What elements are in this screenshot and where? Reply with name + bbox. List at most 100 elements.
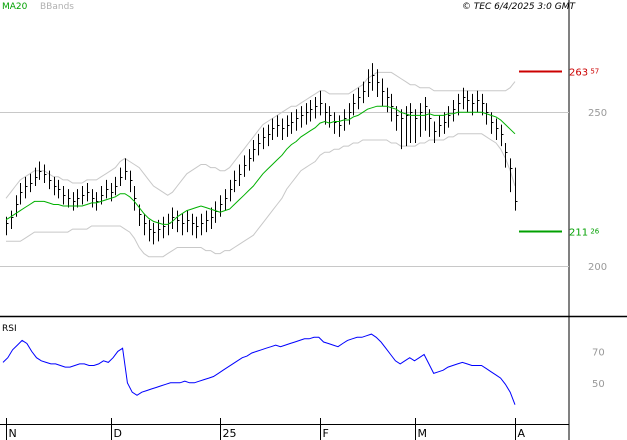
price-bar bbox=[429, 109, 432, 137]
price-bar bbox=[382, 78, 385, 107]
price-bar bbox=[277, 115, 280, 137]
price-bar bbox=[306, 103, 309, 125]
price-bar bbox=[406, 106, 409, 147]
price-bar bbox=[239, 164, 242, 187]
price-bar bbox=[453, 100, 456, 122]
price-bar bbox=[325, 103, 328, 125]
price-bar bbox=[58, 179, 61, 199]
price-bar bbox=[372, 63, 375, 91]
price-bar bbox=[258, 133, 261, 156]
price-bar bbox=[377, 69, 380, 97]
price-bar bbox=[149, 219, 152, 242]
price-bar bbox=[358, 87, 361, 110]
price-bar bbox=[96, 192, 99, 211]
price-bar bbox=[196, 216, 199, 239]
price-tick-label: 250 bbox=[588, 108, 607, 119]
x-tick-label: M bbox=[418, 427, 428, 440]
price-bar bbox=[225, 189, 228, 211]
x-tick-label: F bbox=[323, 427, 329, 440]
legend-ma20: MA20 bbox=[2, 2, 28, 12]
price-bar bbox=[420, 103, 423, 137]
bollinger-bands bbox=[5, 71, 516, 258]
price-bar bbox=[101, 186, 104, 205]
price-bar bbox=[467, 90, 470, 113]
price-tick-label: 200 bbox=[588, 262, 607, 273]
price-bar bbox=[211, 207, 214, 230]
price-bar bbox=[230, 179, 233, 202]
price-bar bbox=[111, 182, 114, 202]
price-bar bbox=[206, 210, 209, 233]
price-bar bbox=[77, 189, 80, 208]
price-bar bbox=[16, 195, 19, 217]
price-bar bbox=[291, 112, 294, 134]
price-bar bbox=[144, 213, 147, 236]
bband-upper-line bbox=[5, 71, 516, 199]
rsi-panel: 50 70 bbox=[2, 333, 605, 405]
support-label: 211 26 bbox=[569, 228, 600, 239]
price-bar bbox=[220, 195, 223, 217]
price-bar bbox=[387, 87, 390, 113]
rsi-label: RSI bbox=[2, 324, 17, 334]
price-bar bbox=[115, 176, 118, 196]
price-bar bbox=[168, 213, 171, 236]
axis-labels: 200 250 N D 25 F M A bbox=[6, 108, 607, 440]
bband-lower-line bbox=[6, 133, 516, 258]
price-bar bbox=[30, 173, 33, 193]
price-bar bbox=[253, 139, 256, 162]
price-bar bbox=[434, 121, 437, 144]
rsi-tick-label: 70 bbox=[592, 347, 605, 358]
price-bar bbox=[463, 87, 466, 110]
x-tick-label: A bbox=[518, 427, 526, 440]
price-bar bbox=[482, 93, 485, 116]
price-bar bbox=[444, 112, 447, 134]
price-bar bbox=[339, 115, 342, 137]
price-bar bbox=[301, 106, 304, 128]
price-bar bbox=[439, 115, 442, 137]
price-bar bbox=[153, 222, 156, 245]
price-bar bbox=[73, 192, 76, 211]
source-stamp: © TEC 6/4/2025 3:0 GMT bbox=[462, 2, 577, 12]
price-bar bbox=[282, 118, 285, 140]
price-bar bbox=[120, 167, 123, 187]
price-bar bbox=[263, 127, 266, 150]
price-bar bbox=[54, 176, 57, 196]
price-bar bbox=[134, 186, 137, 211]
price-bar bbox=[505, 143, 508, 168]
ma20-line-group bbox=[5, 105, 516, 225]
price-bar bbox=[82, 186, 85, 205]
price-bar bbox=[130, 170, 133, 193]
price-bar bbox=[192, 213, 195, 236]
price-bar bbox=[39, 161, 42, 180]
price-bar bbox=[401, 109, 404, 150]
price-bar bbox=[296, 109, 299, 131]
legend-bbands: BBands bbox=[40, 2, 74, 12]
x-tick-label: D bbox=[114, 427, 122, 440]
price-bar bbox=[320, 90, 323, 116]
price-bar bbox=[92, 189, 95, 208]
price-bar bbox=[425, 96, 428, 131]
price-bar bbox=[163, 216, 166, 239]
price-bar bbox=[68, 189, 71, 208]
price-bar bbox=[11, 210, 14, 230]
x-tick-label: N bbox=[9, 427, 17, 440]
price-bar bbox=[20, 182, 23, 205]
price-bar bbox=[106, 179, 109, 199]
price-bar bbox=[272, 118, 275, 140]
price-bar bbox=[63, 186, 66, 205]
price-bar bbox=[215, 201, 218, 223]
price-bar bbox=[49, 170, 52, 190]
support-label-dec: 26 bbox=[588, 228, 600, 236]
price-bar bbox=[458, 93, 461, 116]
rsi-line bbox=[2, 333, 516, 405]
price-bar bbox=[44, 164, 47, 183]
price-bar bbox=[515, 167, 518, 211]
support-label-int: 211 bbox=[569, 228, 588, 239]
price-bar bbox=[177, 210, 180, 233]
price-bar bbox=[287, 115, 290, 137]
price-bar bbox=[268, 124, 271, 147]
price-bar bbox=[496, 118, 499, 140]
price-bar bbox=[472, 93, 475, 116]
price-bar bbox=[353, 93, 356, 116]
